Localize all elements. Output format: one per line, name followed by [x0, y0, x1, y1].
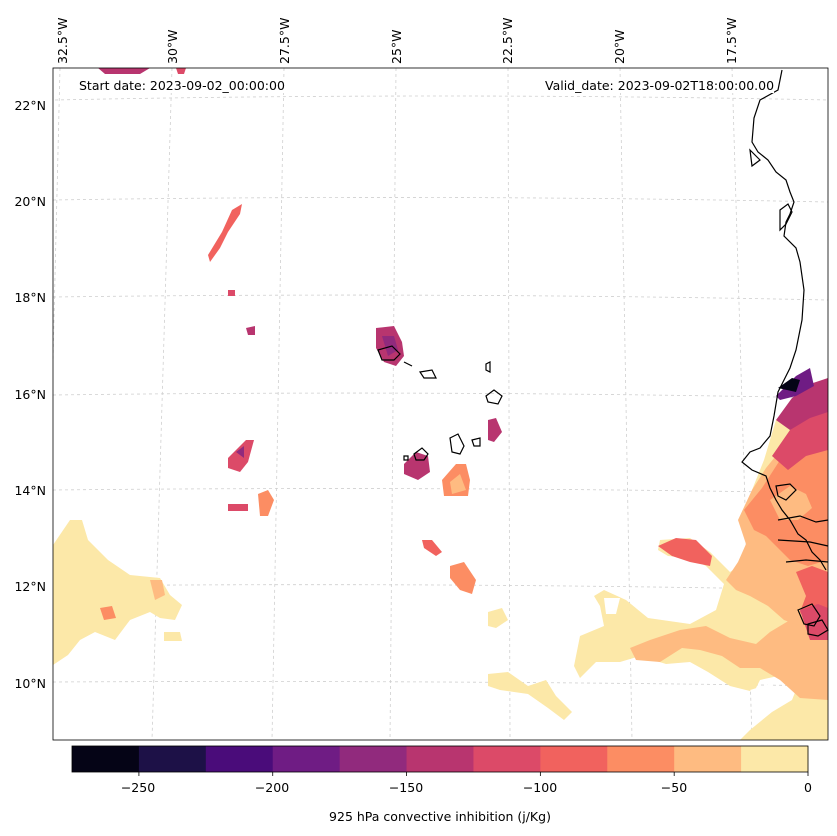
lon-label-17-5w: 17.5°W	[724, 17, 739, 64]
colorbar-bin	[540, 746, 608, 772]
map-frame	[52, 67, 829, 741]
colorbar-frame	[71, 745, 809, 773]
colorbar-bin	[72, 746, 140, 772]
colorbar-bin	[607, 746, 675, 772]
colorbar-bin	[138, 746, 207, 772]
cin-shading	[53, 68, 828, 740]
colorbar-bin	[205, 746, 274, 772]
colorbar-tick-label: −200	[254, 780, 290, 795]
colorbar-bin	[406, 746, 474, 772]
colorbar-bin	[674, 746, 742, 772]
colorbar-tick-label: 0	[804, 780, 812, 795]
colorbar-bins	[72, 746, 809, 772]
lon-label-27-5w: 27.5°W	[277, 17, 292, 64]
colorbar-bin	[741, 746, 809, 772]
lat-label-16n: 16°N	[14, 387, 46, 402]
lon-label-22-5w: 22.5°W	[500, 17, 515, 64]
colorbar-tick-marks	[138, 772, 809, 776]
colorbar-tick-label: −50	[660, 780, 688, 795]
lat-label-22n: 22°N	[14, 98, 46, 113]
valid-date-annotation: Valid_date: 2023-09-02T18:00:00.00	[545, 78, 775, 93]
colorbar-title: 925 hPa convective inhibition (j/Kg)	[329, 809, 551, 824]
coastlines	[377, 69, 829, 637]
colorbar-tick-label: −150	[388, 780, 424, 795]
lat-label-18n: 18°N	[14, 290, 46, 305]
lat-label-10n: 10°N	[14, 676, 46, 691]
lat-label-12n: 12°N	[14, 579, 46, 594]
lat-label-14n: 14°N	[14, 483, 46, 498]
lon-label-20w: 20°W	[612, 29, 627, 64]
lat-label-20n: 20°N	[14, 194, 46, 209]
colorbar-bin	[339, 746, 408, 772]
colorbar-bin	[272, 746, 341, 772]
colorbar-tick-label: −250	[120, 780, 156, 795]
colorbar-tick-label: −100	[522, 780, 558, 795]
colorbar-bin	[473, 746, 541, 772]
lon-label-32-5w: 32.5°W	[55, 17, 70, 64]
lon-label-30w: 30°W	[165, 29, 180, 64]
lon-label-25w: 25°W	[389, 29, 404, 64]
start-date-annotation: Start date: 2023-09-02_00:00:00	[79, 78, 285, 93]
